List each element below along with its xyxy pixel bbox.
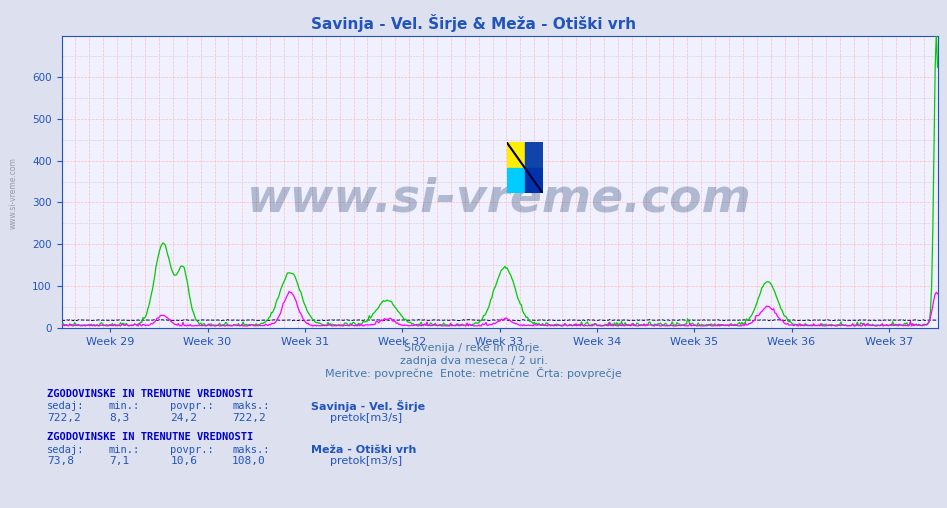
Text: povpr.:: povpr.:: [170, 444, 214, 455]
Bar: [525, 142, 543, 168]
Text: pretok[m3/s]: pretok[m3/s]: [330, 412, 402, 423]
Text: 73,8: 73,8: [47, 456, 75, 466]
Text: www.si-vreme.com: www.si-vreme.com: [9, 157, 18, 229]
Text: povpr.:: povpr.:: [170, 401, 214, 411]
Text: Slovenija / reke in morje.: Slovenija / reke in morje.: [404, 343, 543, 353]
Bar: [507, 142, 525, 168]
Text: pretok[m3/s]: pretok[m3/s]: [330, 456, 402, 466]
Text: maks.:: maks.:: [232, 401, 270, 411]
Text: ZGODOVINSKE IN TRENUTNE VREDNOSTI: ZGODOVINSKE IN TRENUTNE VREDNOSTI: [47, 432, 254, 442]
Bar: [525, 168, 543, 193]
Text: Meža - Otiški vrh: Meža - Otiški vrh: [311, 444, 416, 455]
Text: maks.:: maks.:: [232, 444, 270, 455]
Text: 108,0: 108,0: [232, 456, 266, 466]
Text: ZGODOVINSKE IN TRENUTNE VREDNOSTI: ZGODOVINSKE IN TRENUTNE VREDNOSTI: [47, 389, 254, 399]
Text: Savinja - Vel. Širje: Savinja - Vel. Širje: [311, 400, 425, 412]
Text: 722,2: 722,2: [232, 412, 266, 423]
Text: 24,2: 24,2: [170, 412, 198, 423]
Text: 7,1: 7,1: [109, 456, 129, 466]
Text: Savinja - Vel. Širje & Meža - Otiški vrh: Savinja - Vel. Širje & Meža - Otiški vrh: [311, 14, 636, 32]
Text: Meritve: povprečne  Enote: metrične  Črta: povprečje: Meritve: povprečne Enote: metrične Črta:…: [325, 367, 622, 379]
Text: 8,3: 8,3: [109, 412, 129, 423]
Text: sedaj:: sedaj:: [47, 401, 85, 411]
Text: min.:: min.:: [109, 444, 140, 455]
Text: sedaj:: sedaj:: [47, 444, 85, 455]
Text: 10,6: 10,6: [170, 456, 198, 466]
Text: www.si-vreme.com: www.si-vreme.com: [247, 177, 752, 221]
Text: min.:: min.:: [109, 401, 140, 411]
Bar: [507, 168, 525, 193]
Text: zadnja dva meseca / 2 uri.: zadnja dva meseca / 2 uri.: [400, 356, 547, 366]
Text: 722,2: 722,2: [47, 412, 81, 423]
